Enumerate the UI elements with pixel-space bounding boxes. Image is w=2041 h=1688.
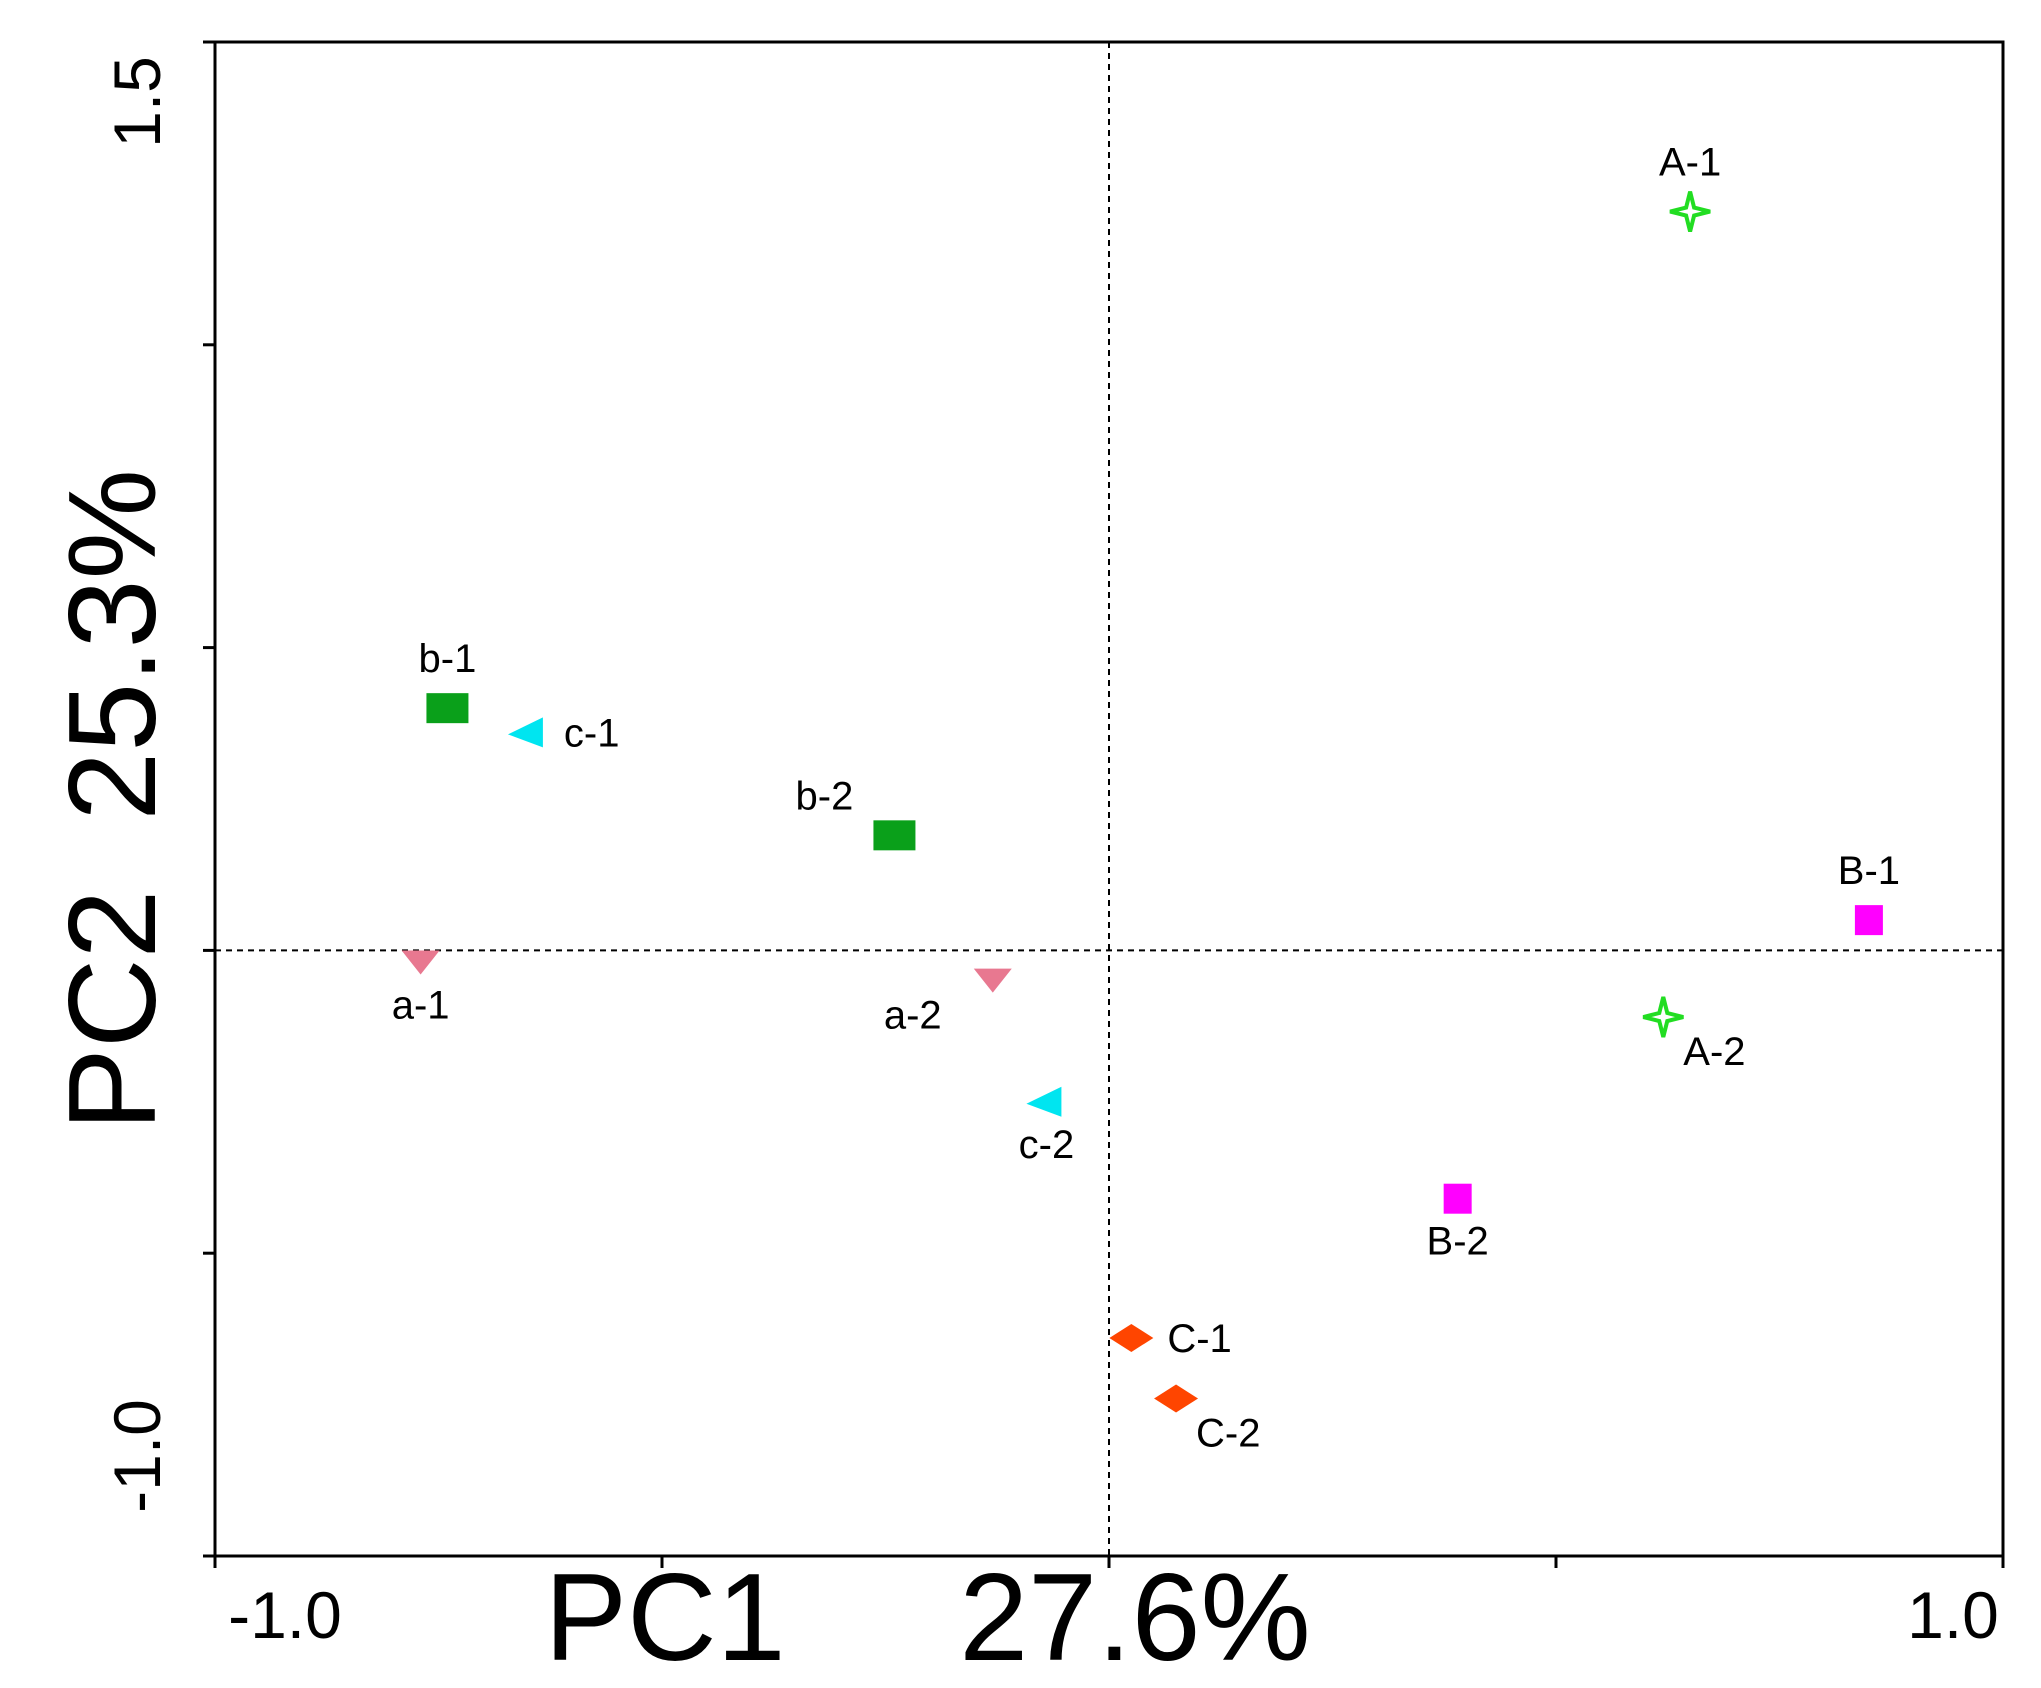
point-label-a-2: a-2 xyxy=(884,994,942,1038)
point-marker-a-1 xyxy=(401,950,440,975)
point-label-a-1: a-1 xyxy=(392,984,450,1028)
point-marker-c-1 xyxy=(1109,1323,1154,1352)
data-points xyxy=(401,191,1883,1413)
point-marker-b-1 xyxy=(1854,905,1883,936)
point-label-c-1: c-1 xyxy=(564,711,620,755)
y-axis-ticks xyxy=(203,40,215,1558)
x-axis-ticks xyxy=(213,1556,2005,1568)
point-marker-a-2 xyxy=(1642,996,1684,1038)
y-tick-label-min: -1.0 xyxy=(100,1399,174,1513)
point-label-b-2: b-2 xyxy=(796,774,854,818)
y-axis-title: PC2 25.3% xyxy=(44,469,182,1131)
point-label-b-1: B-1 xyxy=(1838,849,1900,893)
point-label-b-2: B-2 xyxy=(1427,1220,1489,1264)
data-point-labels: A-1 A-2 B-1 B-2 C-1 C-2 a-1 a-2 b-1 b-2 c-1 c-2 xyxy=(392,141,1900,1456)
x-tick-label-min: -1.0 xyxy=(228,1578,342,1652)
point-marker-b-2 xyxy=(1443,1183,1472,1214)
point-marker-a-2 xyxy=(973,968,1012,993)
point-label-a-1: A-1 xyxy=(1659,141,1721,185)
point-label-c-2: C-2 xyxy=(1196,1412,1260,1456)
x-tick-label-max: 1.0 xyxy=(1907,1578,1999,1652)
x-axis-title-name: PC1 xyxy=(544,1549,785,1683)
x-axis-title-percent: 27.6% xyxy=(959,1549,1311,1683)
point-label-a-2: A-2 xyxy=(1683,1030,1745,1074)
point-marker-a-1 xyxy=(1669,191,1711,233)
point-marker-c-2 xyxy=(1154,1384,1199,1413)
point-marker-b-2 xyxy=(873,820,916,851)
point-label-b-1: b-1 xyxy=(419,637,477,681)
point-marker-b-1 xyxy=(426,693,469,724)
point-marker-c-1 xyxy=(507,717,543,748)
y-tick-label-max: 1.5 xyxy=(100,56,174,148)
point-label-c-2: c-2 xyxy=(1019,1123,1075,1167)
point-marker-c-2 xyxy=(1026,1086,1062,1117)
point-label-c-1: C-1 xyxy=(1167,1317,1231,1361)
